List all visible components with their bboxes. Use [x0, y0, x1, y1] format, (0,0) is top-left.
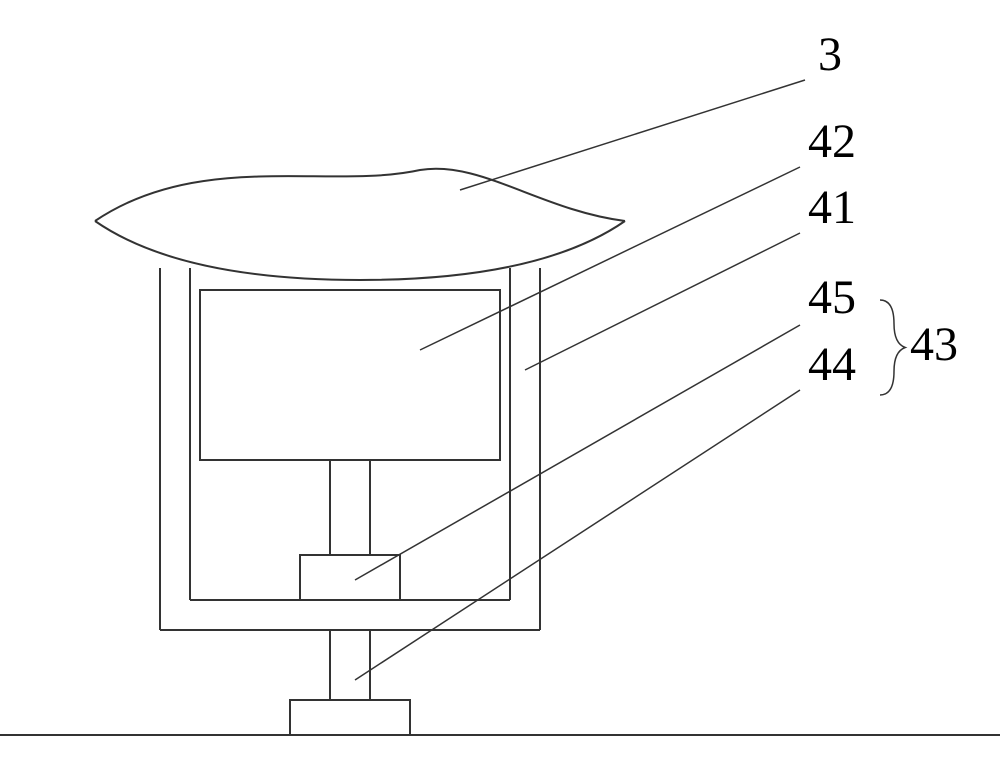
leader-44 — [355, 390, 800, 680]
label-42: 42 — [808, 115, 856, 168]
label-41: 41 — [808, 181, 856, 234]
inner-block — [200, 290, 500, 460]
label-43: 43 — [910, 318, 958, 371]
lower-base — [290, 700, 410, 735]
brace-43 — [880, 300, 905, 395]
label-45: 45 — [808, 271, 856, 324]
leader-42 — [420, 167, 800, 350]
upper-base — [300, 555, 400, 600]
seat-bottom-curve — [95, 221, 625, 280]
label-44: 44 — [808, 338, 856, 391]
label-3: 3 — [818, 28, 842, 81]
leader-45 — [355, 325, 800, 580]
seat-top-curve — [95, 169, 625, 221]
leader-3 — [460, 80, 805, 190]
